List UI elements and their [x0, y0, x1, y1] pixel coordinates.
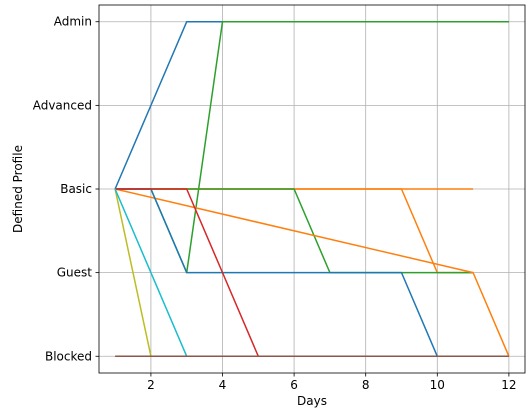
x-tick-label: 6 — [290, 378, 298, 392]
x-tick-label: 2 — [147, 378, 155, 392]
y-tick-label: Blocked — [45, 349, 92, 363]
y-tick-label: Admin — [54, 15, 92, 29]
series-line-6 — [114, 188, 510, 357]
x-axis-title: Days — [297, 394, 327, 408]
x-axis-ticks: 2 4 6 8 10 12 — [147, 373, 517, 392]
x-tick-label: 12 — [501, 378, 516, 392]
y-tick-label: Basic — [60, 182, 92, 196]
series-lines — [114, 20, 510, 358]
y-tick-label: Guest — [57, 266, 93, 280]
x-tick-label: 10 — [430, 378, 445, 392]
x-tick-label: 4 — [219, 378, 227, 392]
y-axis-title: Defined Profile — [11, 145, 25, 233]
y-axis-ticks: Blocked Guest Basic Advanced Admin — [33, 15, 99, 363]
y-tick-label: Advanced — [33, 98, 92, 112]
x-tick-label: 8 — [362, 378, 370, 392]
